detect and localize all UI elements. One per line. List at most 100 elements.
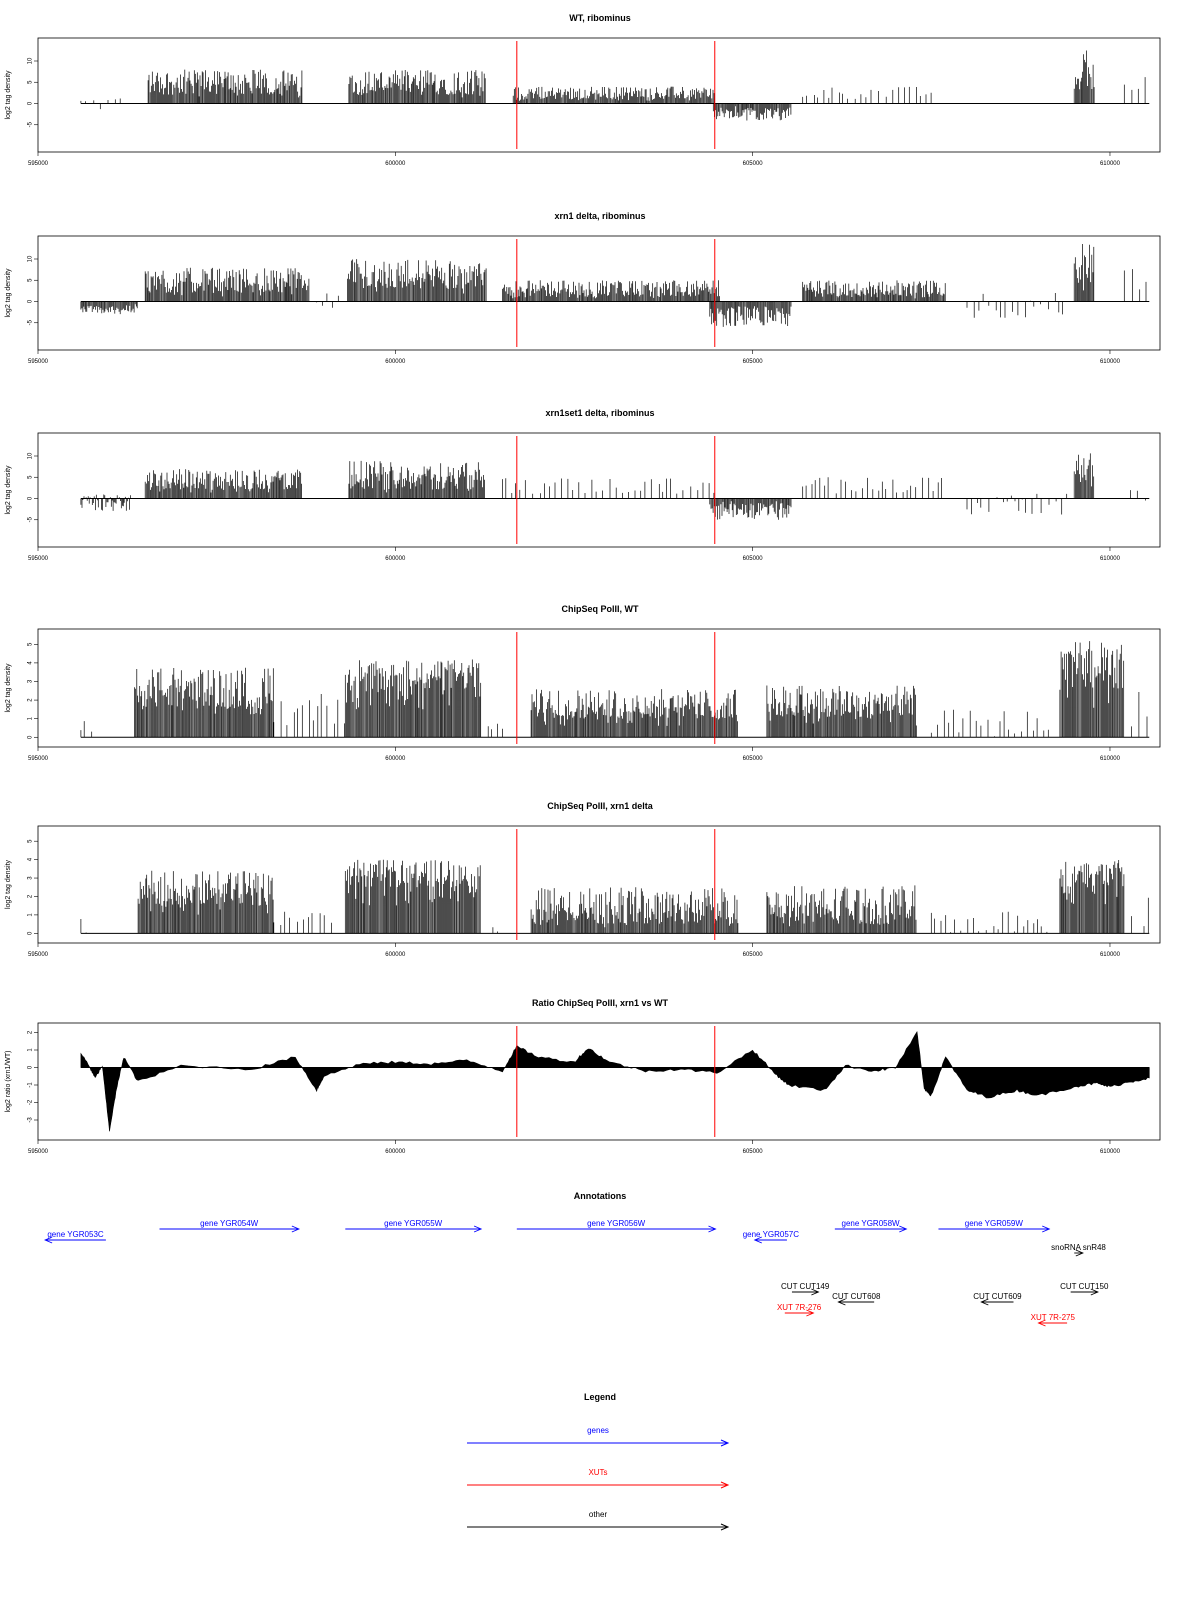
bar-segment-8 (1073, 50, 1095, 104)
bar-segment-6 (530, 887, 739, 934)
bar-segment-10 (1123, 269, 1147, 302)
plot-frame (37, 825, 1161, 944)
feature-label: CUT CUT150 (1060, 1282, 1109, 1291)
legend-title: Legend (584, 1392, 616, 1402)
bar-segment-7 (966, 493, 1068, 515)
feature-label: XUT 7R-276 (777, 1303, 822, 1312)
x-tick-label: 600000 (385, 556, 406, 562)
arrowhead (473, 1225, 483, 1233)
legend-label: XUTs (588, 1468, 607, 1477)
bar-segment-9 (1123, 77, 1146, 104)
bar-segment-2 (137, 870, 274, 934)
legend-arrowhead (720, 1523, 730, 1531)
feature-label: CUT CUT609 (973, 1292, 1022, 1301)
panel-title: xrn1 delta, ribominus (554, 211, 645, 221)
y-axis-label: log2 tag density (5, 268, 12, 318)
panel-title: Ratio ChipSeq PolII, xrn1 vs WT (532, 998, 669, 1008)
x-tick-label: 610000 (1100, 756, 1121, 762)
x-tick-label: 600000 (385, 952, 406, 958)
arrowhead (837, 1298, 846, 1306)
y-tick-label: 5 (28, 475, 34, 479)
x-tick-label: 610000 (1100, 1149, 1121, 1155)
y-tick-label: 0 (28, 1065, 34, 1069)
bar-segment-4 (348, 70, 486, 104)
bar-segment-4 (502, 478, 715, 499)
bar-segment-1 (80, 301, 138, 315)
feature-label: CUT CUT149 (781, 1282, 830, 1291)
bar-segment-6 (530, 689, 738, 738)
bar-segment-10 (1131, 897, 1149, 934)
bar-segment-1 (80, 98, 121, 110)
x-tick-label: 610000 (1100, 952, 1121, 958)
panel-1: WT, ribominus log2 tag density -5 0 5 10 59500… (5, 13, 1161, 167)
bar-segment-9 (1059, 860, 1125, 934)
bar-segment-6 (712, 103, 792, 121)
legend: Legend genes XUTs other (467, 1392, 730, 1531)
bar-segment-5 (709, 498, 792, 520)
arrowhead (980, 1298, 989, 1306)
panel-4: ChipSeq PolII, WT log2 tag density 0 1 2 3 4 5 5… (5, 604, 1161, 762)
y-tick-label: 0 (28, 735, 34, 739)
y-tick-label: 0 (28, 299, 34, 303)
annotations-track: Annotations gene YGR053C gene YGR054W gene … (44, 1191, 1109, 1327)
panel-3: xrn1set1 delta, ribominus log2 tag densit… (5, 408, 1161, 562)
bar-segment-4 (347, 259, 487, 302)
arrowhead (44, 1236, 53, 1244)
arrowhead (291, 1225, 300, 1233)
ratio-area (80, 1030, 1150, 1132)
arrowhead (753, 1236, 762, 1244)
bar-segment-4 (344, 859, 481, 934)
panel-5: ChipSeq PolII, xrn1 delta log2 tag densit… (5, 801, 1161, 958)
panel-title: ChipSeq PolII, xrn1 delta (547, 801, 654, 811)
data-bars (80, 453, 1146, 520)
bar-segment-2 (144, 267, 310, 302)
y-tick-label: -2 (28, 1099, 34, 1105)
y-tick-label: -5 (28, 516, 34, 522)
x-tick-label: 605000 (743, 756, 764, 762)
x-tick-label: 600000 (385, 1149, 406, 1155)
plot-frame (37, 628, 1161, 748)
bar-segment-9 (1073, 244, 1095, 302)
data-bars (80, 859, 1149, 934)
y-axis-label: log2 tag density (5, 663, 12, 713)
bar-segment-5 (502, 280, 720, 302)
y-tick-label: 5 (28, 839, 34, 843)
feature-label: gene YGR054W (200, 1219, 259, 1228)
feature-label: gene YGR056W (587, 1219, 646, 1228)
y-tick-label: 10 (28, 452, 34, 459)
y-tick-label: -5 (28, 121, 34, 127)
y-tick-label: 1 (28, 1048, 34, 1052)
y-axis-label: log2 tag density (5, 465, 12, 515)
feature-label: gene YGR057C (743, 1230, 800, 1239)
bar-segment-3 (348, 460, 485, 499)
bar-segment-7 (766, 885, 917, 934)
x-tick-label: 595000 (28, 161, 49, 167)
bar-segment-7 (766, 685, 917, 738)
y-tick-label: 0 (28, 101, 34, 105)
bar-segment-1 (80, 919, 87, 934)
plot-frame (37, 235, 1161, 351)
y-tick-label: -3 (28, 1117, 34, 1123)
arrowhead (708, 1225, 717, 1233)
bar-segment-7 (802, 280, 946, 302)
bar-segment-2 (134, 667, 274, 738)
y-tick-label: 5 (28, 278, 34, 282)
annotations-title: Annotations (574, 1191, 627, 1201)
bar-segment-2 (147, 69, 231, 104)
legend-arrowhead (720, 1439, 730, 1447)
y-tick-label: -1 (28, 1082, 34, 1088)
y-tick-label: 3 (28, 876, 34, 880)
bar-segment-5 (487, 927, 505, 934)
x-tick-label: 595000 (28, 1149, 49, 1155)
feature-label: gene YGR058W (842, 1219, 901, 1228)
feature-label: gene YGR055W (384, 1219, 443, 1228)
plot-frame (37, 37, 1161, 153)
y-tick-label: 4 (28, 661, 34, 665)
x-tick-label: 610000 (1100, 359, 1121, 365)
data-bars (80, 50, 1146, 121)
bar-segment-3 (316, 293, 339, 308)
legend-arrowhead (720, 1481, 730, 1489)
bar-segment-3 (273, 911, 332, 934)
y-tick-label: 2 (28, 698, 34, 702)
